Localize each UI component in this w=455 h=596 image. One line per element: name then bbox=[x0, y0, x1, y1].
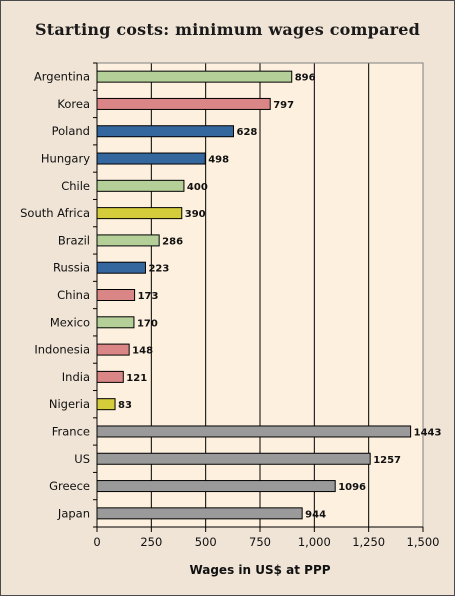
x-tick-label: 0 bbox=[93, 535, 100, 549]
bar bbox=[96, 507, 303, 520]
category-label: Argentina bbox=[34, 70, 90, 84]
data-label: 628 bbox=[236, 127, 257, 138]
data-label: 148 bbox=[132, 346, 153, 357]
x-tick-label: 1,250 bbox=[352, 535, 385, 549]
x-tick-label: 1,000 bbox=[298, 535, 331, 549]
bar bbox=[96, 316, 135, 329]
bar bbox=[96, 125, 234, 138]
category-label: Nigeria bbox=[49, 397, 90, 411]
category-label: Russia bbox=[53, 261, 90, 275]
bar bbox=[96, 289, 136, 301]
data-label: 944 bbox=[305, 509, 326, 520]
bar bbox=[96, 398, 116, 411]
bar bbox=[96, 343, 130, 356]
category-label: Japan bbox=[57, 506, 90, 520]
bar bbox=[96, 152, 206, 165]
bar bbox=[96, 97, 271, 110]
data-label: 498 bbox=[208, 155, 229, 166]
category-label: Hungary bbox=[41, 152, 90, 166]
category-label: Mexico bbox=[50, 315, 90, 329]
data-label: 173 bbox=[138, 291, 159, 302]
data-label: 1096 bbox=[338, 482, 366, 493]
x-tick-label: 250 bbox=[140, 535, 162, 549]
data-label: 223 bbox=[148, 264, 169, 275]
data-label: 170 bbox=[137, 318, 158, 329]
x-tick-label: 750 bbox=[249, 535, 271, 549]
category-label: Greece bbox=[49, 479, 90, 493]
bar bbox=[96, 480, 336, 493]
category-label: Chile bbox=[61, 179, 90, 193]
data-label: 1257 bbox=[373, 455, 401, 466]
category-label: India bbox=[62, 370, 90, 384]
x-axis-label: Wages in US$ at PPP bbox=[189, 563, 331, 577]
category-label: China bbox=[57, 288, 90, 302]
x-tick-label: 500 bbox=[195, 535, 217, 549]
category-label: France bbox=[52, 424, 90, 438]
data-label: 83 bbox=[118, 400, 132, 411]
data-label: 390 bbox=[185, 209, 206, 220]
category-label: Brazil bbox=[58, 233, 90, 247]
bar bbox=[96, 179, 185, 192]
data-label: 121 bbox=[126, 373, 147, 384]
chart-title: Starting costs: minimum wages compared bbox=[34, 20, 421, 39]
category-label: South Africa bbox=[20, 206, 90, 220]
bar bbox=[96, 207, 183, 220]
data-label: 1443 bbox=[414, 427, 442, 438]
bar bbox=[96, 70, 293, 83]
data-label: 896 bbox=[295, 73, 316, 84]
x-tick-label: 1,500 bbox=[407, 535, 440, 549]
category-label: US bbox=[74, 452, 90, 466]
data-label: 286 bbox=[162, 236, 183, 247]
bar bbox=[96, 370, 124, 383]
category-label: Poland bbox=[52, 124, 90, 138]
data-label: 400 bbox=[187, 182, 208, 193]
bar bbox=[96, 234, 160, 247]
category-label: Indonesia bbox=[34, 343, 90, 357]
category-label: Korea bbox=[57, 97, 90, 111]
data-label: 797 bbox=[273, 100, 294, 111]
bar bbox=[96, 452, 371, 465]
bar bbox=[96, 425, 412, 438]
bar bbox=[96, 261, 146, 274]
